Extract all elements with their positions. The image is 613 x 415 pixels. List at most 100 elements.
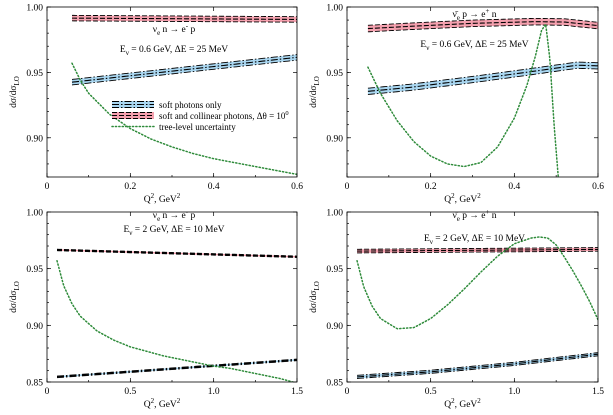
- y-tick-label: 0.85: [326, 379, 343, 389]
- process-rest: p → e: [460, 10, 486, 20]
- soft-photons-line: [71, 54, 297, 80]
- x-axis-label: Q2, GeV2: [144, 192, 181, 205]
- annotation-E: E: [120, 45, 126, 55]
- x-tick-label: 0: [45, 182, 50, 192]
- collinear-photons-line: [56, 249, 297, 258]
- legend-soft-text: soft photons only: [159, 100, 222, 110]
- x-tick-label: 0: [345, 182, 350, 192]
- legend-soft-label: soft photons only: [159, 100, 222, 110]
- annotation-E: E: [420, 40, 426, 50]
- process-rest: n → e: [160, 25, 186, 35]
- collinear-photons-line: [367, 24, 598, 33]
- legend-tree-text: tree-level uncertainty: [159, 122, 236, 132]
- kinematics-annotation: Eν = 0.6 GeV, ΔE = 25 MeV: [420, 40, 528, 52]
- soft-photons-line: [357, 353, 598, 378]
- legend-tree-label: tree-level uncertainty: [159, 122, 236, 132]
- y-axis-label: dσ/dσLO: [309, 281, 321, 313]
- x-tick-label: 1.5: [592, 387, 604, 397]
- process-title: νe n → e- p: [153, 22, 196, 37]
- x-axis-label-sup: 2: [451, 192, 455, 200]
- soft-photons-line: [56, 360, 297, 379]
- y-tick-label: 0.95: [326, 265, 343, 275]
- y-tick-label: 1.00: [326, 209, 343, 219]
- process-sub: e: [157, 215, 160, 223]
- y-tick-label: 0.90: [326, 322, 343, 332]
- y-axis-label-sub: LO: [313, 281, 321, 290]
- process-tail: n: [489, 211, 496, 221]
- x-tick-label: 0.6: [291, 182, 303, 192]
- x-axis-label-sup2: 2: [177, 397, 181, 405]
- process-nu: ν̄: [452, 211, 458, 221]
- y-tick-label: 0.95: [326, 69, 343, 79]
- tree-level-curve: [56, 259, 296, 382]
- y-axis-label-text: dσ/dσ: [9, 290, 19, 312]
- annotation-sub: ν: [426, 44, 429, 52]
- soft-photons-line: [367, 61, 598, 89]
- x-axis-label: Q2, GeV2: [444, 192, 481, 205]
- x-tick-label: 0.4: [208, 182, 220, 192]
- process-sub: e: [457, 215, 460, 223]
- plot-area: [356, 236, 598, 379]
- x-tick-label: 1.0: [508, 387, 520, 397]
- process-sup: +: [485, 7, 489, 15]
- process-nu: ν: [153, 25, 158, 35]
- collinear-photons-line: [56, 250, 297, 258]
- annotation-sub: ν: [430, 238, 433, 246]
- soft-photons-line: [56, 359, 297, 378]
- process-sup: -: [186, 22, 189, 30]
- x-axis-label-text: Q: [444, 400, 451, 410]
- x-tick-label: 0.5: [124, 387, 136, 397]
- y-axis-label-sub: LO: [13, 76, 21, 85]
- process-title: ν̄e p → e+ n: [452, 7, 496, 22]
- y-axis-label-text: dσ/dσ: [309, 290, 319, 312]
- process-sup: +: [485, 208, 489, 216]
- kinematics-annotation: Eν = 2 GeV, ΔE = 10 MeV: [424, 234, 525, 246]
- legend-soft-swatch: [112, 101, 154, 108]
- soft-photons-line: [71, 56, 297, 83]
- plot-area: [71, 14, 297, 176]
- y-axis-label: dσ/dσLO: [9, 76, 21, 108]
- collinear-photons-line: [367, 21, 598, 30]
- y-axis-label: dσ/dσLO: [309, 76, 321, 108]
- y-axis-label-text: dσ/dσ: [309, 85, 319, 107]
- x-axis-label-sup2: 2: [177, 192, 181, 200]
- x-axis-label-sup2: 2: [477, 192, 481, 200]
- collinear-photons-line: [71, 14, 297, 18]
- process-title: ν̄e p → e+ n: [452, 208, 496, 223]
- legend-collinear-label: soft and collinear photons, Δθ = 100: [159, 110, 289, 121]
- y-tick-label: 0.95: [26, 69, 43, 79]
- x-axis-label-sup2: 2: [477, 397, 481, 405]
- x-axis-label: Q2, GeV2: [144, 397, 181, 410]
- soft-photons-line: [367, 67, 598, 95]
- soft-photons-line: [357, 352, 598, 376]
- collinear-photons-line: [367, 17, 598, 26]
- soft-photons-band: [357, 352, 598, 379]
- x-tick-label: 0.6: [592, 182, 604, 192]
- y-tick-label: 1.00: [26, 209, 43, 219]
- y-tick-label: 0.90: [26, 322, 43, 332]
- process-nu: ν̄: [452, 10, 458, 20]
- x-axis-label-text: Q: [144, 195, 151, 205]
- kinematics-annotation: Eν = 2 GeV, ΔE = 10 MeV: [123, 225, 224, 237]
- legend-superscript: 0: [285, 110, 288, 117]
- collinear-photons-line: [357, 248, 598, 252]
- x-tick-label: 1.5: [291, 387, 303, 397]
- x-axis-label-sup: 2: [151, 192, 155, 200]
- process-sup: -: [186, 208, 189, 216]
- x-axis-label-unit: , GeV: [455, 195, 478, 205]
- process-rest: n → e: [160, 211, 186, 221]
- x-tick-label: 0.2: [124, 182, 136, 192]
- tree-level-curve: [356, 236, 598, 330]
- annotation-sub: ν: [129, 229, 132, 237]
- collinear-photons-band: [367, 18, 598, 32]
- annotation-sub: ν: [126, 49, 129, 57]
- annotation-E: E: [424, 234, 430, 244]
- x-axis-label-text: Q: [444, 195, 451, 205]
- y-tick-label: 0.90: [326, 134, 343, 144]
- soft-photons-line: [357, 355, 598, 379]
- collinear-photons-line: [56, 248, 297, 257]
- annotation-text: = 2 GeV, ΔE = 10 MeV: [433, 234, 525, 244]
- collinear-photons-line: [71, 17, 297, 20]
